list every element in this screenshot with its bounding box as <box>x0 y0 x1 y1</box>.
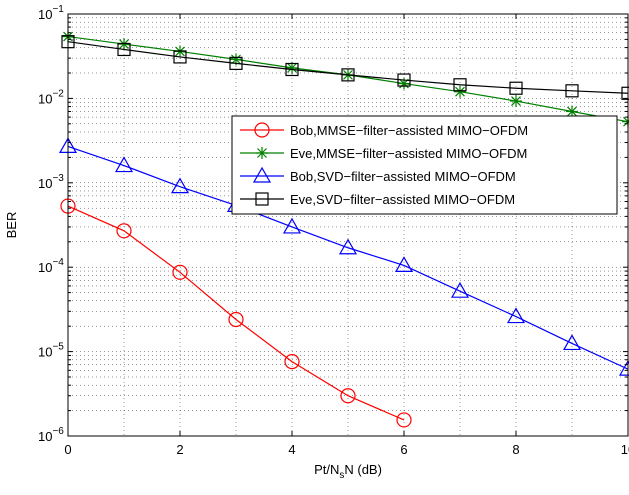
series-0-point-marker <box>284 354 300 370</box>
series-0-point-marker <box>396 412 412 428</box>
series-0-point-marker <box>228 311 244 328</box>
series-3-point-marker <box>285 62 299 77</box>
legend-label: Bob,SVD−filter−assisted MIMO−OFDM <box>290 169 516 184</box>
series-3-point-marker <box>565 84 579 98</box>
legend-item: Bob,SVD−filter−assisted MIMO−OFDM <box>240 166 516 184</box>
y-tick-label: 10−4 <box>38 257 64 275</box>
series-3-point-marker <box>341 68 355 82</box>
series-line-2 <box>67 145 629 370</box>
x-tick-label: 2 <box>176 442 183 457</box>
legend-label: Eve,MMSE−filter−assisted MIMO−OFDM <box>290 146 527 161</box>
legend-item: Bob,MMSE−filter−assisted MIMO−OFDM <box>240 122 528 138</box>
x-axis-label-sub: s <box>339 470 344 481</box>
series-2-point-marker <box>394 256 414 273</box>
x-tick-label: 0 <box>64 442 71 457</box>
x-tick-label: 6 <box>400 442 407 457</box>
series-2-point-marker <box>170 177 190 194</box>
legend-marker <box>255 192 269 206</box>
axis-labels: Pt/NsN (dB) BER <box>4 212 382 481</box>
series-3-point-marker <box>117 42 131 57</box>
y-tick-label: 10−3 <box>38 173 64 191</box>
series-3-point-marker <box>229 56 243 70</box>
series-2 <box>58 137 629 376</box>
series-3-point-marker <box>173 50 187 64</box>
legend-box <box>231 115 618 215</box>
legend-marker <box>252 166 272 183</box>
x-tick-label: 4 <box>288 442 295 457</box>
series-2-point-marker <box>450 281 470 298</box>
legend: Bob,MMSE−filter−assisted MIMO−OFDM Eve,MM… <box>231 115 618 215</box>
series-layer <box>58 30 629 428</box>
legend-label: Eve,SVD−filter−assisted MIMO−OFDM <box>290 192 515 207</box>
x-axis-label-main: Pt/N <box>314 462 339 477</box>
series-3 <box>61 35 629 100</box>
x-tick-label: 8 <box>512 442 519 457</box>
x-axis-label-tail: N (dB) <box>344 462 382 477</box>
series-3-point-marker <box>453 78 467 92</box>
series-2-point-marker <box>506 307 526 324</box>
y-tick-label: 10−2 <box>38 88 64 106</box>
y-tick-label: 10−1 <box>38 4 64 22</box>
series-line-0 <box>67 205 405 421</box>
legend-marker <box>256 147 268 159</box>
series-2-point-marker <box>338 238 358 255</box>
y-axis-label: BER <box>4 212 19 239</box>
series-3-point-marker <box>509 81 523 95</box>
series-line-3 <box>67 41 629 94</box>
legend-item: Eve,MMSE−filter−assisted MIMO−OFDM <box>240 146 527 161</box>
y-tick-label: 10−5 <box>38 342 64 360</box>
series-2-point-marker <box>562 334 582 351</box>
series-2-point-marker <box>114 156 134 173</box>
series-3-point-marker <box>397 73 411 87</box>
legend-marker <box>254 122 270 138</box>
x-axis-label: Pt/NsN (dB) <box>314 462 382 481</box>
series-1-point-marker <box>454 85 466 98</box>
legend-item: Eve,SVD−filter−assisted MIMO−OFDM <box>240 192 515 207</box>
series-0-point-marker <box>172 264 188 280</box>
x-tick-label: 10 <box>621 442 629 457</box>
series-1-point-marker <box>510 95 522 108</box>
plot-frame <box>67 13 629 437</box>
y-tick-label: 10−6 <box>38 426 64 444</box>
series-0-point-marker <box>116 223 132 239</box>
series-2-point-marker <box>282 217 302 234</box>
series-1-point-marker <box>566 105 578 118</box>
legend-label: Bob,MMSE−filter−assisted MIMO−OFDM <box>290 123 528 138</box>
series-0-point-marker <box>340 388 356 404</box>
ticks: 0 2 4 6 8 10 10−6 10−5 10−4 10−3 10−2 10−1 <box>38 4 629 457</box>
series-1-point-marker <box>118 38 130 51</box>
